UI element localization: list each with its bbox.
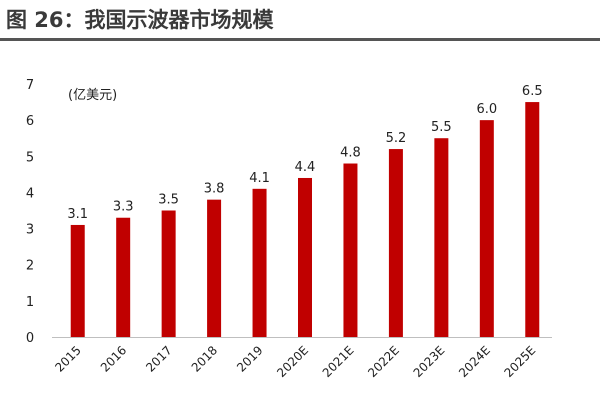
data-label: 5.5 — [431, 120, 452, 135]
x-tick-label: 2016 — [98, 343, 129, 374]
x-tick-label: 2020E — [274, 343, 311, 380]
x-axis-ticks: 2015 2016 2017 2018 2019 2020E 2021E 2022E 2023E… — [52, 343, 538, 380]
data-label: 3.3 — [113, 200, 134, 215]
data-label: 5.2 — [386, 131, 407, 146]
data-label: 4.8 — [340, 146, 361, 161]
x-tick-label: 2021E — [320, 343, 357, 380]
data-label: 3.5 — [158, 193, 179, 208]
data-label: 3.1 — [67, 207, 88, 222]
bar — [161, 210, 176, 337]
bar — [252, 188, 267, 337]
y-tick-label: 1 — [26, 295, 34, 310]
value-labels: 3.1 3.3 3.5 3.8 4.1 4.4 4.8 5.2 5.5 6.0 6.5 — [67, 84, 542, 222]
x-tick-label: 2023E — [411, 343, 448, 380]
bar — [116, 217, 131, 337]
bar — [343, 163, 358, 337]
y-tick-label: 2 — [26, 259, 34, 274]
x-tick-label: 2025E — [502, 343, 539, 380]
figure-title: 图 26：我国示波器市场规模 — [6, 8, 274, 32]
bar — [434, 138, 449, 337]
data-label: 3.8 — [204, 182, 225, 197]
data-label: 4.4 — [295, 160, 316, 175]
bar — [207, 199, 222, 337]
bar — [525, 102, 540, 337]
x-tick-label: 2015 — [52, 343, 83, 374]
title-rule — [0, 38, 600, 41]
bars — [70, 102, 540, 338]
bar — [70, 224, 85, 337]
bar — [479, 120, 494, 338]
y-axis-ticks: 0 1 2 3 4 5 6 7 — [26, 78, 34, 346]
x-tick-label: 2019 — [234, 343, 265, 374]
y-tick-label: 0 — [26, 331, 34, 346]
y-tick-label: 4 — [26, 186, 34, 201]
x-tick-label: 2017 — [143, 343, 174, 374]
data-label: 4.1 — [249, 171, 270, 186]
x-tick-label: 2018 — [189, 343, 220, 374]
y-tick-label: 3 — [26, 223, 34, 238]
x-tick-label: 2024E — [456, 343, 493, 380]
bar — [298, 177, 312, 337]
x-tick-label: 2022E — [365, 343, 402, 380]
y-tick-label: 6 — [26, 114, 34, 129]
y-tick-label: 7 — [26, 78, 34, 93]
data-label: 6.0 — [476, 102, 497, 117]
y-tick-label: 5 — [26, 150, 34, 165]
data-label: 6.5 — [522, 84, 543, 99]
unit-label: (亿美元) — [68, 88, 117, 103]
bar — [388, 149, 403, 337]
